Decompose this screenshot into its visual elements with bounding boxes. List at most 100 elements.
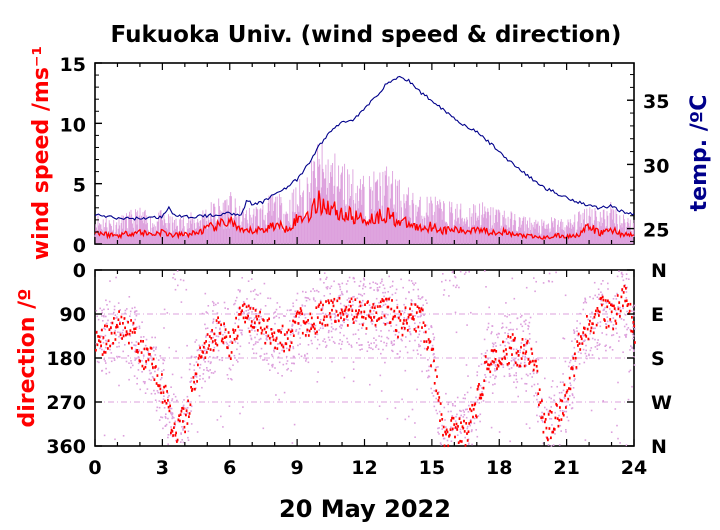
direction-mean-point — [191, 387, 194, 391]
direction-sample-point — [148, 378, 150, 381]
direction-sample-point — [174, 288, 177, 291]
direction-sample-point — [421, 370, 423, 373]
direction-sample-point — [219, 320, 221, 323]
direction-sample-point — [533, 383, 536, 386]
direction-mean-point — [516, 363, 519, 367]
direction-sample-point — [180, 433, 182, 435]
direction-sample-point — [195, 375, 197, 377]
direction-sample-point — [292, 347, 295, 350]
direction-sample-point — [238, 308, 241, 311]
direction-mean-point — [371, 306, 374, 309]
direction-sample-point — [221, 357, 224, 359]
direction-mean-point — [210, 337, 213, 340]
direction-sample-point — [328, 339, 331, 341]
direction-sample-point — [118, 355, 120, 358]
direction-sample-point — [193, 364, 195, 367]
direction-sample-point — [133, 375, 136, 377]
direction-sample-point — [247, 312, 249, 315]
direction-sample-point — [371, 323, 374, 325]
direction-sample-point — [229, 368, 232, 371]
direction-sample-point — [438, 433, 440, 435]
direction-mean-point — [547, 438, 549, 442]
direction-sample-point — [376, 283, 379, 285]
direction-sample-point — [632, 337, 634, 340]
direction-sample-point — [286, 309, 289, 312]
direction-mean-point — [537, 392, 540, 395]
direction-sample-point — [598, 344, 600, 346]
direction-mean-point — [97, 335, 99, 338]
direction-sample-point — [157, 359, 160, 361]
direction-sample-point — [267, 325, 269, 327]
direction-sample-point — [508, 329, 510, 331]
direction-sample-point — [417, 316, 419, 318]
direction-sample-point — [600, 283, 603, 285]
direction-sample-point — [473, 422, 476, 425]
direction-sample-point — [334, 316, 336, 319]
direction-sample-point — [331, 336, 333, 339]
direction-sample-point — [430, 325, 433, 327]
direction-sample-point — [323, 272, 326, 274]
direction-sample-point — [346, 291, 348, 293]
direction-sample-point — [105, 299, 107, 302]
direction-mean-point — [465, 422, 468, 425]
direction-sample-point — [274, 311, 277, 313]
direction-sample-point — [102, 338, 104, 340]
direction-sample-point — [625, 444, 628, 446]
direction-sample-point — [408, 340, 411, 342]
direction-sample-point — [314, 300, 317, 302]
direction-mean-point — [323, 315, 326, 319]
direction-sample-point — [305, 358, 308, 360]
direction-mean-point — [95, 331, 98, 334]
direction-sample-point — [510, 340, 513, 342]
direction-sample-point — [223, 301, 226, 304]
direction-mean-point — [325, 315, 328, 318]
direction-sample-point — [275, 315, 278, 317]
direction-mean-point — [109, 344, 111, 348]
direction-sample-point — [447, 403, 449, 406]
direction-sample-point — [143, 355, 145, 357]
direction-sample-point — [414, 315, 416, 317]
direction-mean-point — [110, 332, 113, 335]
direction-mean-point — [292, 334, 295, 337]
direction-sample-point — [295, 328, 298, 331]
direction-sample-point — [108, 371, 111, 374]
direction-mean-point — [136, 349, 138, 352]
direction-sample-point — [228, 367, 231, 370]
direction-mean-point — [485, 360, 488, 364]
direction-mean-point — [149, 353, 151, 356]
direction-mean-point — [514, 361, 517, 365]
direction-sample-point — [254, 323, 256, 325]
direction-sample-point — [237, 342, 239, 345]
direction-sample-point — [633, 314, 635, 317]
direction-sample-point — [346, 337, 348, 340]
direction-mean-point — [575, 366, 578, 369]
direction-sample-point — [633, 364, 636, 366]
direction-sample-point — [285, 362, 288, 365]
direction-mean-point — [541, 399, 543, 402]
direction-sample-point — [204, 361, 206, 363]
direction-sample-point — [251, 329, 253, 331]
direction-sample-point — [186, 407, 189, 409]
direction-sample-point — [172, 277, 174, 279]
direction-mean-point — [559, 406, 561, 409]
direction-sample-point — [633, 304, 636, 307]
direction-sample-point — [516, 328, 518, 330]
direction-sample-point — [544, 377, 546, 380]
direction-sample-point — [545, 408, 548, 411]
direction-mean-point — [108, 328, 111, 331]
direction-sample-point — [369, 282, 371, 285]
direction-mean-point — [304, 321, 306, 325]
direction-sample-point — [156, 406, 159, 409]
direction-mean-point — [484, 355, 487, 358]
direction-mean-point — [194, 387, 196, 391]
direction-mean-point — [320, 308, 323, 312]
direction-mean-point — [604, 299, 607, 302]
direction-mean-point — [152, 357, 155, 361]
direction-sample-point — [332, 328, 334, 330]
direction-mean-point — [237, 325, 240, 329]
direction-sample-point — [408, 415, 410, 418]
direction-sample-point — [310, 339, 313, 342]
direction-sample-point — [385, 342, 388, 345]
direction-sample-point — [468, 442, 470, 445]
direction-sample-point — [433, 356, 436, 358]
